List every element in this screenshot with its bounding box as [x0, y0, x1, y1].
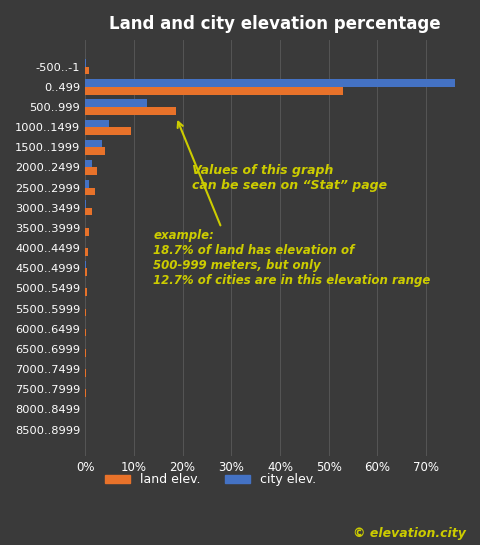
Bar: [85, 268, 86, 276]
Bar: [85, 59, 86, 66]
Bar: [85, 228, 89, 235]
Legend: land elev., city elev.: land elev., city elev.: [100, 469, 321, 492]
Bar: [85, 66, 89, 74]
Title: Land and city elevation percentage: Land and city elevation percentage: [109, 15, 441, 33]
Text: © elevation.city: © elevation.city: [353, 526, 466, 540]
Bar: [85, 140, 102, 147]
Bar: [85, 147, 105, 155]
Bar: [85, 167, 97, 175]
Bar: [85, 187, 95, 195]
Bar: [85, 127, 132, 135]
Bar: [85, 160, 93, 167]
Text: Values of this graph
can be seen on “Stat” page: Values of this graph can be seen on “Sta…: [192, 164, 387, 191]
Bar: [85, 119, 109, 127]
Bar: [85, 308, 86, 316]
Bar: [85, 200, 86, 208]
Bar: [85, 107, 176, 114]
Text: example:
18.7% of land has elevation of
500-999 meters, but only
12.7% of cities: example: 18.7% of land has elevation of …: [153, 229, 431, 287]
Bar: [85, 79, 455, 87]
Bar: [85, 288, 87, 296]
Bar: [85, 248, 87, 256]
Bar: [85, 87, 343, 94]
Bar: [85, 208, 93, 215]
Bar: [85, 99, 147, 107]
Bar: [85, 180, 89, 187]
